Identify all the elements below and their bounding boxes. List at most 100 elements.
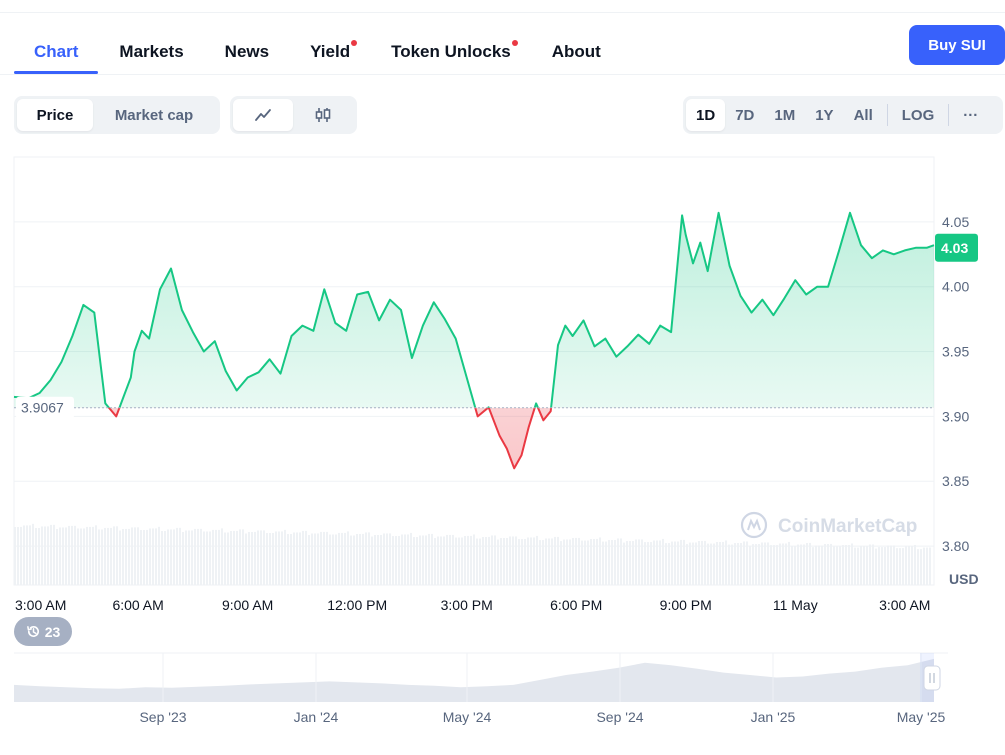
volume-bar — [431, 534, 433, 585]
volume-bar — [593, 539, 595, 585]
volume-bar — [566, 540, 568, 585]
range-all[interactable]: All — [844, 99, 883, 131]
candlestick-option[interactable] — [293, 99, 353, 131]
volume-bar — [80, 528, 82, 585]
volume-bar — [677, 541, 679, 585]
volume-bar — [344, 533, 346, 585]
volume-bar — [23, 525, 25, 585]
range-1y[interactable]: 1Y — [805, 99, 843, 131]
volume-bar — [623, 543, 625, 585]
volume-bar — [62, 527, 64, 585]
volume-bar — [578, 538, 580, 585]
volume-bar — [254, 532, 256, 585]
volume-bar — [854, 548, 856, 585]
volume-bar — [662, 539, 664, 585]
volume-bar — [404, 534, 406, 585]
navigator-tick-label: May '25 — [897, 709, 946, 725]
log-scale-toggle[interactable]: LOG — [892, 99, 945, 131]
x-tick-label: 6:00 AM — [112, 597, 163, 613]
volume-bar — [224, 533, 226, 585]
y-tick-label: 3.80 — [942, 538, 969, 554]
volume-bar — [608, 540, 610, 585]
y-tick-label: 4.00 — [942, 279, 969, 295]
volume-bar — [494, 535, 496, 585]
volume-bar — [488, 537, 490, 585]
tab-markets[interactable]: Markets — [119, 40, 183, 74]
volume-bar — [872, 544, 874, 585]
volume-bar — [356, 534, 358, 585]
volume-bar — [890, 545, 892, 585]
market-cap-option[interactable]: Market cap — [93, 99, 215, 131]
volume-bar — [281, 531, 283, 585]
history-badge[interactable]: 23 — [14, 617, 72, 646]
volume-bar — [647, 542, 649, 585]
volume-bar — [806, 543, 808, 585]
volume-bar — [839, 547, 841, 585]
volume-bar — [560, 541, 562, 585]
volume-bar — [503, 538, 505, 585]
volume-bar — [350, 536, 352, 585]
cmc-logo-mark — [748, 521, 760, 530]
volume-bar — [122, 529, 124, 585]
volume-bar — [59, 527, 61, 585]
volume-bar — [521, 539, 523, 585]
volume-bar — [134, 527, 136, 585]
tab-token-unlocks[interactable]: Token Unlocks — [391, 40, 511, 74]
price-option[interactable]: Price — [17, 99, 93, 131]
volume-bar — [182, 532, 184, 585]
volume-bar — [74, 526, 76, 585]
volume-bar — [923, 548, 925, 585]
volume-bar — [272, 533, 274, 585]
volume-bar — [35, 528, 37, 585]
range-1d[interactable]: 1D — [686, 99, 725, 131]
tab-label: Token Unlocks — [391, 42, 511, 61]
range-1m[interactable]: 1M — [764, 99, 805, 131]
x-tick-label: 3:00 AM — [15, 597, 66, 613]
volume-bar — [539, 540, 541, 585]
volume-bar — [200, 529, 202, 585]
range-7d[interactable]: 7D — [725, 99, 764, 131]
volume-bar — [218, 530, 220, 585]
price-chart-svg[interactable]: CoinMarketCap 3.90673.803.853.903.954.00… — [0, 150, 1005, 750]
volume-bar — [710, 544, 712, 585]
tab-yield[interactable]: Yield — [310, 40, 350, 74]
volume-bar — [113, 526, 115, 585]
tab-chart[interactable]: Chart — [34, 40, 78, 74]
volume-bar — [617, 538, 619, 585]
x-tick-label: 3:00 PM — [441, 597, 493, 613]
volume-bar — [197, 529, 199, 585]
current-price-value: 4.03 — [941, 240, 968, 256]
volume-bar — [773, 545, 775, 585]
volume-bar — [167, 529, 169, 585]
volume-bar — [713, 544, 715, 585]
tab-news[interactable]: News — [225, 40, 269, 74]
volume-bar — [638, 539, 640, 585]
volume-bar — [893, 545, 895, 585]
volume-bar — [917, 549, 919, 585]
volume-bar — [203, 532, 205, 585]
volume-bar — [95, 525, 97, 585]
volume-bar — [464, 536, 466, 585]
buy-button[interactable]: Buy SUI — [909, 25, 1005, 65]
volume-bar — [362, 534, 364, 585]
volume-bar — [158, 527, 160, 585]
volume-bar — [284, 530, 286, 585]
volume-bar — [554, 537, 556, 585]
volume-bar — [551, 538, 553, 585]
volume-bar — [629, 541, 631, 585]
volume-bar — [803, 545, 805, 585]
navigator-handle[interactable] — [924, 666, 940, 690]
volume-bar — [920, 549, 922, 585]
line-chart-option[interactable] — [233, 99, 293, 131]
currency-label: USD — [949, 571, 979, 587]
volume-bar — [770, 545, 772, 585]
volume-bar — [146, 530, 148, 585]
tab-about[interactable]: About — [552, 40, 601, 74]
more-options-button[interactable]: ··· — [953, 99, 988, 131]
volume-bar — [407, 534, 409, 585]
volume-bar — [602, 542, 604, 585]
volume-bar — [869, 544, 871, 585]
volume-bar — [926, 548, 928, 585]
